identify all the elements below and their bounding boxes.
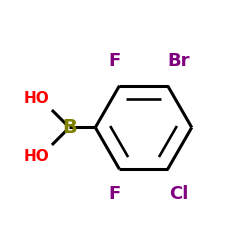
Text: Cl: Cl (169, 185, 188, 203)
Text: HO: HO (24, 91, 50, 106)
Text: F: F (108, 52, 120, 70)
Text: Br: Br (168, 52, 190, 70)
Text: B: B (62, 118, 77, 137)
Text: F: F (108, 185, 120, 203)
Text: HO: HO (24, 149, 50, 164)
